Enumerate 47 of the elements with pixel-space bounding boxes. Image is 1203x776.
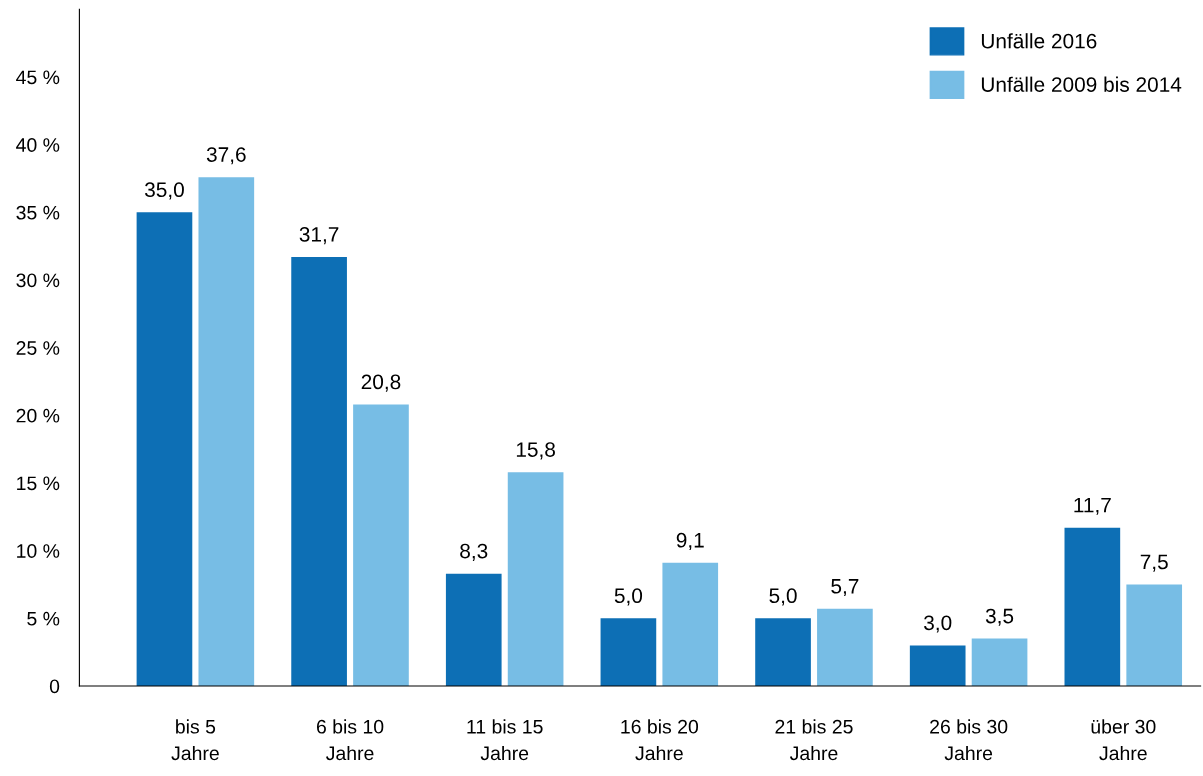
y-tick-label: 30 % bbox=[16, 273, 60, 288]
x-tick-label: bis 5 Jahre bbox=[171, 719, 219, 761]
bar bbox=[817, 608, 873, 686]
bar bbox=[755, 618, 811, 686]
data-label: 15,8 bbox=[516, 442, 555, 460]
bar bbox=[662, 562, 719, 686]
bar bbox=[445, 573, 502, 686]
bar bbox=[198, 177, 255, 686]
bar bbox=[971, 638, 1028, 686]
x-tick-label: über 30 Jahre bbox=[1091, 719, 1156, 761]
x-tick-label: 21 bis 25 Jahre bbox=[775, 719, 853, 761]
bar bbox=[291, 256, 347, 686]
y-tick-label: 20 % bbox=[16, 408, 60, 423]
y-tick-label: 45 % bbox=[16, 70, 60, 85]
x-tick-label: 6 bis 10 Jahre bbox=[316, 719, 384, 761]
legend-label: Unfälle 2016 bbox=[981, 33, 1097, 49]
data-label: 7,5 bbox=[1140, 554, 1168, 572]
y-tick-label: 25 % bbox=[16, 341, 60, 355]
y-tick-label: 0 bbox=[49, 679, 60, 694]
data-label: 31,7 bbox=[299, 226, 339, 245]
data-label: 5,0 bbox=[769, 588, 797, 606]
y-tick-label: 5 % bbox=[27, 611, 60, 626]
bar bbox=[909, 645, 966, 686]
data-label: 5,0 bbox=[614, 588, 643, 606]
data-label: 35,0 bbox=[144, 182, 184, 200]
data-label: 5,7 bbox=[831, 579, 859, 597]
data-label: 20,8 bbox=[361, 374, 401, 392]
bar bbox=[1126, 584, 1183, 686]
y-tick-label: 15 % bbox=[17, 476, 60, 491]
bar bbox=[136, 212, 193, 686]
data-label: 9,1 bbox=[676, 532, 704, 551]
data-label: 37,6 bbox=[206, 147, 246, 165]
bar bbox=[507, 472, 564, 686]
x-tick-label: 26 bis 30 Jahre bbox=[930, 719, 1008, 761]
data-label: 8,3 bbox=[460, 543, 488, 561]
y-tick-label: 35 % bbox=[16, 205, 60, 220]
x-tick-label: 16 bis 20 Jahre bbox=[621, 719, 699, 761]
data-label: 3,0 bbox=[924, 615, 952, 633]
data-label: 3,5 bbox=[985, 608, 1014, 626]
y-tick-label: 10 % bbox=[17, 544, 60, 558]
legend-label: Unfälle 2009 bis 2014 bbox=[981, 76, 1182, 92]
bar bbox=[353, 404, 409, 686]
data-label: 11,7 bbox=[1074, 497, 1111, 515]
x-tick-label: 11 bis 15 Jahre bbox=[467, 719, 543, 761]
bar bbox=[1064, 527, 1121, 686]
bar bbox=[600, 618, 657, 686]
y-tick-label: 40 % bbox=[16, 138, 60, 152]
